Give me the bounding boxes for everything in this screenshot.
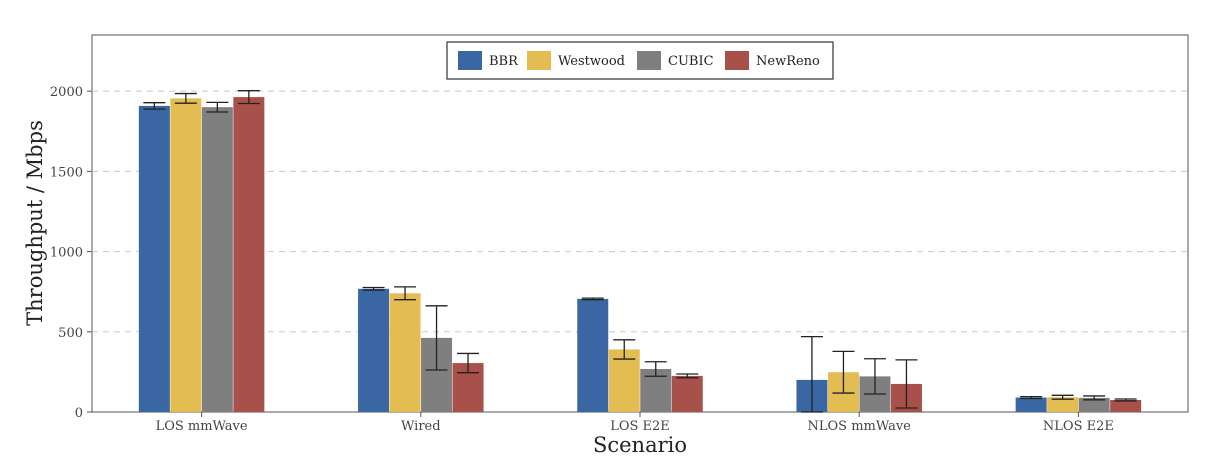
x-tick-label: NLOS E2E (1043, 419, 1114, 434)
legend-swatch-westwood (527, 51, 551, 70)
legend-label-newreno: NewReno (756, 54, 820, 69)
x-tick-label: NLOS mmWave (808, 419, 912, 434)
bar-westwood-0 (170, 98, 202, 412)
y-tick-label: 0 (75, 406, 83, 421)
legend-swatch-cubic (637, 51, 661, 70)
axis-ticks: 0 500 1000 1500 2000 LOS mmWave Wired LOS E2E NL… (50, 85, 1114, 434)
legend-swatch-newreno (725, 51, 749, 70)
legend-label-bbr: BBR (489, 54, 519, 69)
legend-label-cubic: CUBIC (668, 54, 714, 69)
y-axis-title: Throughput / Mbps (23, 120, 47, 326)
grid-lines (92, 90, 1188, 333)
bar-bbr-1 (358, 288, 390, 412)
bar-newreno-2 (671, 375, 703, 412)
plot-area (91, 34, 1189, 413)
legend-label-westwood: Westwood (558, 54, 625, 69)
bar-westwood-2 (608, 349, 640, 412)
bar-newreno-0 (233, 97, 265, 412)
y-tick-label: 2000 (50, 85, 83, 100)
bar-westwood-1 (389, 293, 421, 412)
x-tick-label: LOS mmWave (156, 419, 248, 434)
legend: BBR Westwood CUBIC NewReno (446, 41, 834, 80)
y-tick-label: 1500 (50, 165, 83, 180)
x-tick-label: LOS E2E (610, 419, 670, 434)
bar-bbr-2 (577, 298, 609, 412)
bar-bbr-4 (1015, 397, 1047, 412)
y-tick-label: 500 (58, 326, 83, 341)
bar-bbr-0 (138, 105, 170, 413)
x-tick-label: Wired (401, 419, 441, 434)
bar-westwood-4 (1047, 397, 1079, 412)
bar-newreno-4 (1110, 399, 1142, 412)
y-tick-label: 1000 (50, 246, 83, 261)
bar-cubic-0 (201, 107, 233, 412)
legend-swatch-bbr (458, 51, 482, 70)
x-axis-title: Scenario (593, 433, 687, 457)
bars (138, 90, 1142, 413)
bar-cubic-4 (1078, 397, 1110, 412)
